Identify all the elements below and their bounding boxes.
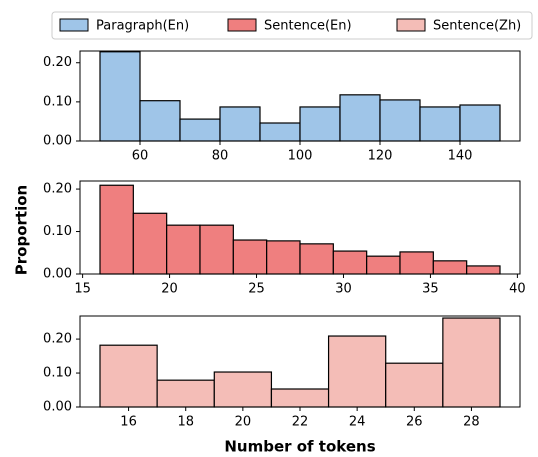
bar xyxy=(219,106,261,142)
bar xyxy=(419,106,461,142)
y-tick-label: 0.10 xyxy=(43,224,72,239)
legend-label: Paragraph(En) xyxy=(96,19,189,34)
x-tick-label: 40 xyxy=(509,282,526,297)
bar xyxy=(99,344,158,408)
legend-swatch xyxy=(227,18,257,32)
x-tick-label: 80 xyxy=(212,149,229,164)
bar xyxy=(156,379,215,408)
x-tick-label: 15 xyxy=(74,282,91,297)
bar xyxy=(332,250,368,275)
y-tick-label: 0.00 xyxy=(43,134,72,149)
bar xyxy=(379,99,421,142)
bar xyxy=(327,335,387,408)
legend-label: Sentence(Zh) xyxy=(433,19,521,34)
bar xyxy=(299,243,334,275)
x-tick-label: 26 xyxy=(406,415,423,430)
y-tick-label: 0.00 xyxy=(43,267,72,282)
x-tick-label: 20 xyxy=(161,282,178,297)
x-tick-label: 60 xyxy=(132,149,149,164)
x-tick-label: 24 xyxy=(349,415,366,430)
bar xyxy=(366,255,401,275)
bar xyxy=(232,239,268,275)
y-tick-label: 0.20 xyxy=(43,182,72,197)
bar xyxy=(99,184,134,275)
x-tick-label: 25 xyxy=(248,282,265,297)
bar xyxy=(459,104,501,142)
y-tick-label: 0.10 xyxy=(43,94,72,109)
x-tick-label: 30 xyxy=(335,282,352,297)
bar xyxy=(270,388,330,408)
bar xyxy=(166,224,201,275)
x-tick-label: 16 xyxy=(120,415,137,430)
bar xyxy=(259,122,301,142)
x-tick-label: 28 xyxy=(463,415,480,430)
bar xyxy=(199,224,234,275)
x-tick-label: 140 xyxy=(448,149,473,164)
bar xyxy=(132,212,168,275)
bar xyxy=(266,240,301,275)
legend-swatch xyxy=(396,18,426,32)
axes-frame xyxy=(79,180,521,275)
x-tick-label: 20 xyxy=(235,415,252,430)
x-tick-label: 35 xyxy=(422,282,439,297)
x-tick-label: 120 xyxy=(368,149,393,164)
legend-label: Sentence(En) xyxy=(264,19,352,34)
bar xyxy=(179,118,221,142)
legend-swatch xyxy=(59,18,89,32)
bar xyxy=(432,260,468,275)
bar xyxy=(466,265,501,275)
bar xyxy=(139,100,181,142)
x-tick-label: 100 xyxy=(288,149,313,164)
x-tick-label: 18 xyxy=(177,415,194,430)
bar xyxy=(442,317,501,408)
bar xyxy=(385,362,444,408)
bar xyxy=(299,106,341,142)
y-tick-label: 0.20 xyxy=(43,332,72,347)
bar xyxy=(399,251,434,275)
bar xyxy=(99,51,141,142)
bar xyxy=(213,371,273,408)
y-tick-label: 0.20 xyxy=(43,55,72,70)
x-tick-label: 22 xyxy=(292,415,309,430)
y-tick-label: 0.10 xyxy=(43,366,72,381)
x-axis-label: Number of tokens xyxy=(224,438,375,456)
bar xyxy=(339,94,381,142)
y-axis-label: Proportion xyxy=(13,185,31,275)
y-tick-label: 0.00 xyxy=(43,400,72,415)
